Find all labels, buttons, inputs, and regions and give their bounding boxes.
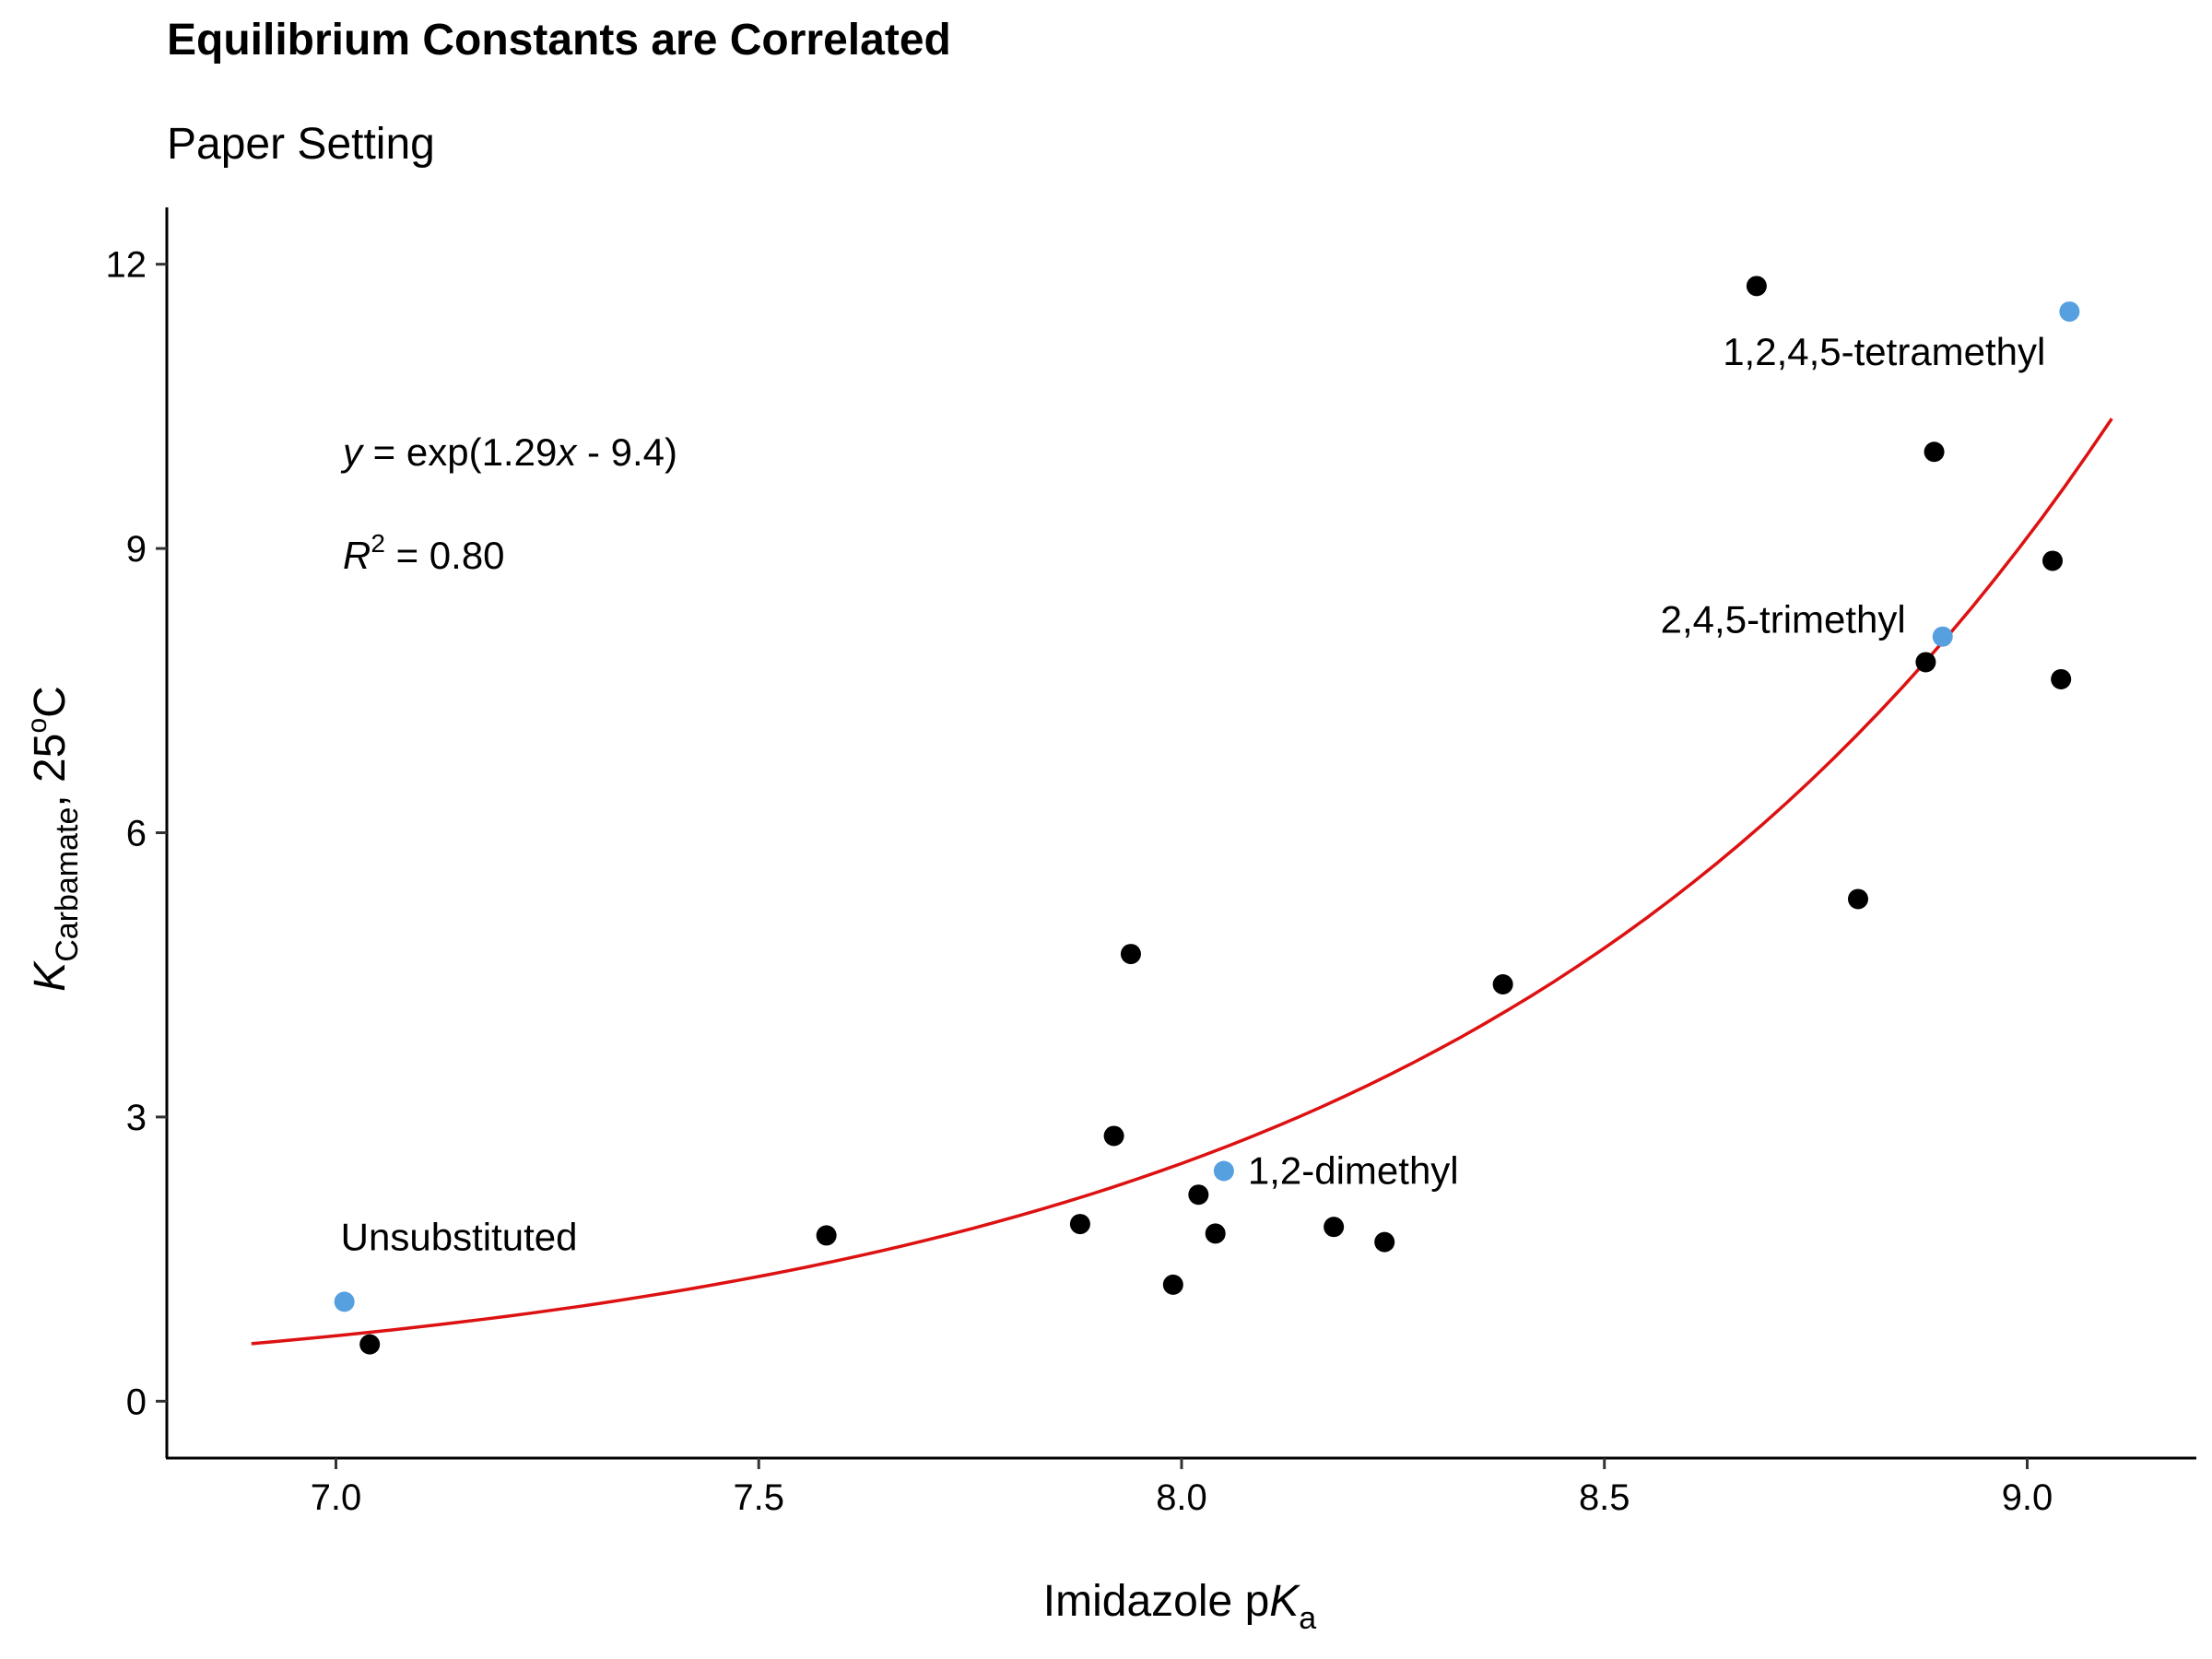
fit-equation: y = exp(1.29x - 9.4) xyxy=(340,430,677,474)
y-tick-label: 6 xyxy=(126,814,147,854)
data-point xyxy=(1915,652,1936,673)
chart-subtitle: Paper Setting xyxy=(167,120,435,169)
data-point xyxy=(1848,888,1868,910)
highlight-point xyxy=(1932,626,1953,647)
x-tick-label: 8.0 xyxy=(1156,1477,1207,1518)
highlight-point xyxy=(1213,1160,1234,1182)
x-tick-label: 7.5 xyxy=(733,1477,784,1518)
highlight-point xyxy=(2059,301,2080,323)
chart-title: Equilibrium Constants are Correlated xyxy=(167,16,951,65)
data-point xyxy=(816,1225,837,1246)
x-tick-label: 8.5 xyxy=(1579,1477,1630,1518)
data-point xyxy=(1374,1231,1395,1253)
data-point xyxy=(1188,1184,1209,1206)
y-tick-label: 3 xyxy=(126,1098,147,1138)
data-point xyxy=(1746,276,1767,297)
data-point xyxy=(1162,1274,1183,1295)
data-point xyxy=(1120,944,1141,965)
data-point xyxy=(1492,973,1513,994)
x-tick-label: 7.0 xyxy=(311,1477,362,1518)
fit-curve xyxy=(251,418,2113,1346)
data-point xyxy=(1103,1125,1124,1147)
point-label: 2,4,5-trimethyl xyxy=(1661,598,1906,641)
highlight-point xyxy=(334,1291,355,1312)
data-point xyxy=(1069,1214,1090,1235)
y-axis-label: KCarbamate, 25oC xyxy=(22,686,85,992)
data-point xyxy=(1205,1223,1226,1244)
data-point xyxy=(2042,550,2064,571)
y-tick-label: 0 xyxy=(126,1382,147,1422)
point-label: Unsubstituted xyxy=(341,1215,578,1258)
data-point xyxy=(2051,668,2072,689)
y-tick-label: 9 xyxy=(126,529,147,570)
data-point xyxy=(359,1334,381,1355)
x-axis-label: Imidazole pKa xyxy=(1043,1577,1316,1636)
x-tick-label: 9.0 xyxy=(2002,1477,2053,1518)
point-label: 1,2-dimethyl xyxy=(1248,1149,1459,1193)
plot-area: Unsubstituted 1,2-dimethyl 2,4,5-trimethyl… xyxy=(251,276,2113,1355)
data-point xyxy=(1924,441,1945,463)
data-point xyxy=(1324,1217,1345,1238)
y-tick-label: 12 xyxy=(106,245,147,286)
r-squared: R2 = 0.80 xyxy=(343,529,505,577)
point-label: 1,2,4,5-tetramethyl xyxy=(1723,330,2045,373)
